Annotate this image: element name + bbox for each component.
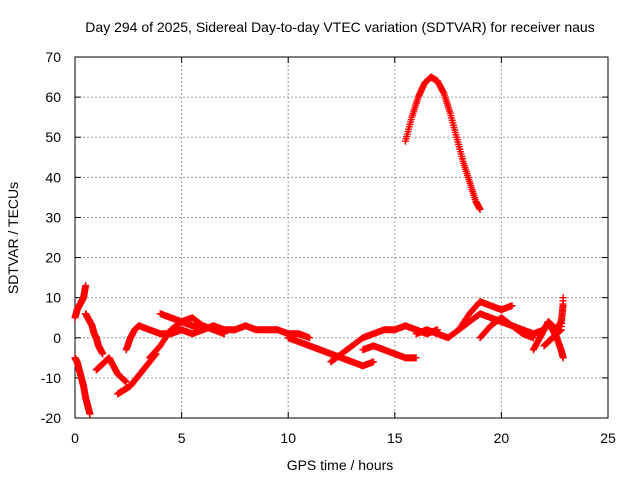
data-point bbox=[306, 334, 314, 342]
data-point bbox=[82, 282, 90, 290]
y-tick-label: 0 bbox=[53, 330, 61, 346]
y-tick-label: 70 bbox=[45, 49, 61, 65]
x-tick-label: 10 bbox=[280, 430, 296, 446]
tick-layer: 0 5 10 15 20 25 -20 -10 0 10 20 30 40 50 60 70 bbox=[41, 49, 616, 446]
series-arc-15 bbox=[476, 314, 537, 342]
data-point bbox=[86, 410, 94, 418]
x-tick-label: 5 bbox=[178, 430, 186, 446]
series-arc-14 bbox=[455, 298, 516, 334]
series-arc-1 bbox=[71, 282, 90, 322]
y-tick-label: 30 bbox=[45, 209, 61, 225]
chart-title: Day 294 of 2025, Sidereal Day-to-day VTE… bbox=[85, 19, 594, 35]
data-point bbox=[99, 350, 107, 358]
data-point bbox=[122, 378, 130, 386]
series-arc-12 bbox=[401, 73, 484, 213]
y-tick-label: -20 bbox=[41, 410, 61, 426]
y-tick-label: -10 bbox=[41, 370, 61, 386]
x-tick-label: 0 bbox=[71, 430, 79, 446]
y-tick-label: 10 bbox=[45, 290, 61, 306]
series-arc-18 bbox=[544, 318, 567, 362]
series-arc-3 bbox=[82, 310, 107, 358]
x-tick-label: 15 bbox=[387, 430, 403, 446]
series-arc-8 bbox=[156, 310, 207, 334]
y-tick-label: 50 bbox=[45, 129, 61, 145]
series-arc-4 bbox=[92, 354, 130, 386]
grid-layer bbox=[75, 57, 608, 418]
data-point bbox=[508, 302, 516, 310]
y-tick-label: 40 bbox=[45, 169, 61, 185]
series-arc-11 bbox=[359, 342, 420, 362]
x-tick-label: 20 bbox=[494, 430, 510, 446]
data-point bbox=[529, 334, 537, 342]
y-tick-label: 60 bbox=[45, 89, 61, 105]
series-arc-2 bbox=[71, 354, 94, 418]
data-point bbox=[559, 354, 567, 362]
data-point bbox=[220, 330, 228, 338]
data-point bbox=[476, 205, 484, 213]
data-point bbox=[199, 326, 207, 334]
series-layer bbox=[71, 73, 567, 418]
data-point bbox=[412, 354, 420, 362]
data-point bbox=[369, 358, 377, 366]
y-axis-label: SDTVAR / TECUs bbox=[5, 182, 21, 294]
data-point bbox=[559, 294, 567, 302]
x-axis-label: GPS time / hours bbox=[287, 457, 394, 473]
x-tick-label: 25 bbox=[600, 430, 616, 446]
y-tick-label: 20 bbox=[45, 250, 61, 266]
plot-frame bbox=[74, 56, 609, 419]
